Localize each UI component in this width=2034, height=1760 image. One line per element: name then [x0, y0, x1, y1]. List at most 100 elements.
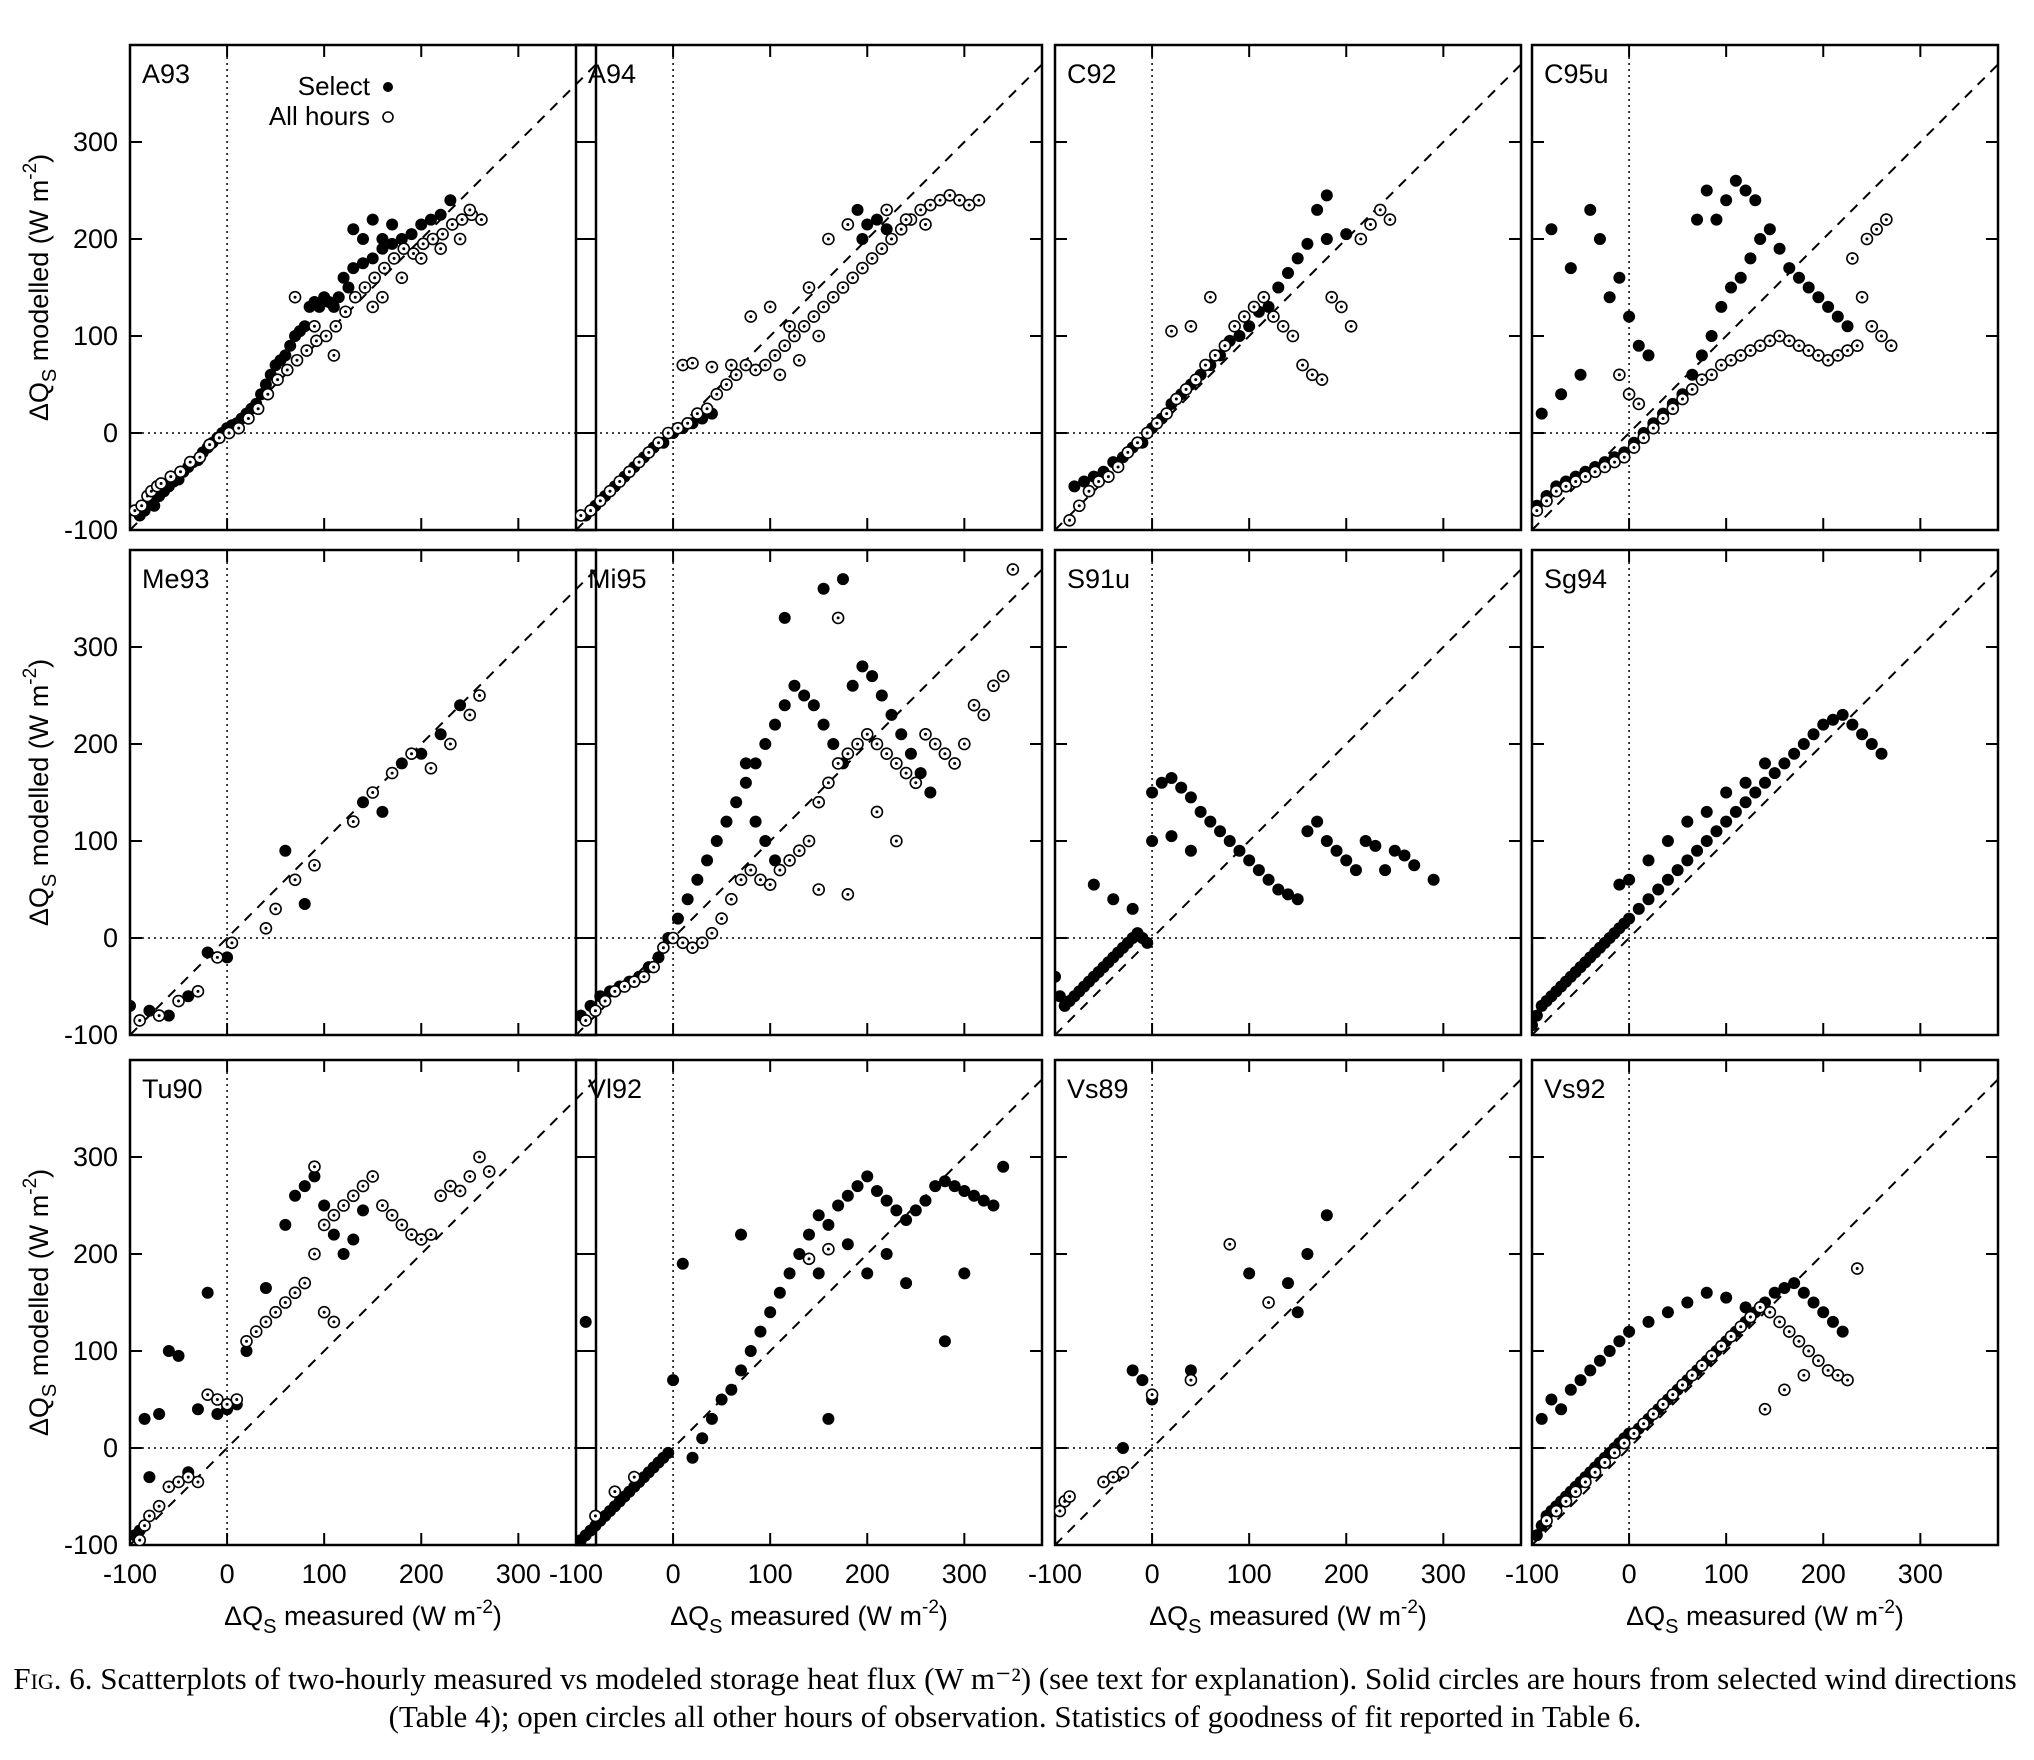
select-point [1632, 902, 1645, 915]
select-point [880, 1194, 893, 1207]
all-hours-point-center [817, 888, 821, 891]
select-point [1603, 291, 1616, 304]
all-hours-point-center [797, 358, 801, 362]
all-hours-point-center [1170, 329, 1173, 333]
select-point [298, 320, 311, 333]
all-hours-point-center [1642, 436, 1646, 440]
all-hours-point-center [429, 766, 433, 770]
all-hours-point-center [695, 412, 699, 416]
all-hours-point-center [1291, 334, 1295, 338]
points-group [130, 1150, 496, 1545]
select-point [1613, 271, 1626, 284]
all-hours-point-center [138, 1018, 142, 1022]
x-tick-label: 100 [748, 1559, 793, 1589]
all-hours-point-center [948, 193, 952, 197]
all-hours-point-center [1165, 412, 1169, 416]
select-point [812, 1209, 825, 1222]
select-point [337, 1248, 350, 1260]
select-point [347, 262, 360, 275]
select-point [1252, 864, 1265, 877]
all-hours-point-center [1836, 1373, 1840, 1377]
all-hours-point-center [1700, 1364, 1704, 1368]
select-point [754, 1325, 767, 1338]
all-hours-point-center [700, 941, 704, 945]
all-hours-point-center [133, 509, 137, 513]
x-axis-label: ΔQS measured (W m-2) [1626, 1597, 1904, 1638]
all-hours-point-center [826, 1247, 830, 1251]
select-point [172, 1349, 185, 1362]
all-hours-point-center [681, 363, 685, 367]
select-point [1555, 388, 1568, 401]
all-hours-point-center [1213, 353, 1217, 357]
all-hours-point-center [579, 513, 583, 517]
all-hours-point-center [206, 1393, 210, 1397]
select-point [1532, 1529, 1543, 1542]
scatter-panel-a94: A94 [574, 43, 1044, 532]
select-point [1532, 1019, 1538, 1032]
select-point [1759, 757, 1771, 770]
select-point [1623, 873, 1636, 886]
select-point [1686, 368, 1699, 381]
all-hours-point-center [1011, 567, 1015, 571]
all-hours-point-center [1617, 373, 1621, 377]
select-point [1165, 830, 1178, 843]
select-point [1408, 859, 1421, 872]
select-point [1826, 713, 1839, 726]
all-hours-point-center [1787, 1330, 1791, 1334]
select-point [1749, 786, 1762, 799]
select-point [279, 844, 292, 857]
select-point [1545, 1393, 1558, 1406]
all-hours-point-center [817, 334, 821, 338]
all-hours-point-center [178, 470, 182, 474]
all-hours-point-center [324, 334, 328, 338]
all-hours-point-center [266, 392, 270, 396]
select-point [968, 1189, 981, 1202]
select-point [720, 815, 733, 828]
select-point [1836, 708, 1849, 721]
legend-all-hours-label: All hours [269, 101, 370, 131]
all-hours-point-center [410, 752, 414, 756]
select-point [1623, 310, 1636, 323]
all-hours-point-center [1593, 470, 1597, 474]
all-hours-point-center [157, 1014, 161, 1018]
select-point [143, 1471, 156, 1484]
select-point [1349, 864, 1362, 877]
select-point [201, 946, 214, 959]
all-hours-point-center [1310, 373, 1314, 377]
all-hours-point-center [312, 1165, 316, 1169]
select-point [885, 708, 898, 721]
panel-frame [128, 43, 598, 532]
panel-frame [1530, 43, 2000, 532]
select-point [376, 805, 389, 818]
all-hours-point-center [836, 616, 840, 620]
all-hours-point-center [1826, 1368, 1830, 1372]
all-hours-point-center [1583, 475, 1587, 479]
all-hours-point-center [1719, 363, 1723, 367]
all-hours-point-center [1077, 504, 1081, 508]
select-point [1788, 1277, 1801, 1290]
select-point [1146, 835, 1159, 847]
all-hours-point-center [303, 1281, 307, 1285]
all-hours-point-center [1797, 1339, 1801, 1343]
all-hours-point-center [953, 761, 957, 765]
all-hours-point-center [890, 237, 894, 241]
select-point [284, 339, 297, 352]
all-hours-point-center [1748, 1315, 1752, 1319]
select-point [841, 1238, 854, 1251]
x-tick-label: 200 [1324, 1559, 1369, 1589]
select-point [715, 1393, 728, 1406]
points-group [1055, 1209, 1333, 1518]
all-hours-point-center [773, 353, 777, 357]
select-point [832, 1199, 845, 1212]
all-hours-point-center [1763, 1407, 1767, 1411]
all-hours-point-center [419, 256, 423, 260]
all-hours-point-center [157, 1504, 161, 1508]
all-hours-point-center [846, 892, 850, 896]
all-hours-point-center [652, 965, 656, 969]
all-hours-point-center [167, 1485, 171, 1489]
all-hours-point-center [962, 742, 966, 746]
select-point [1807, 728, 1820, 741]
all-hours-point-center [1836, 353, 1840, 357]
select-point [1831, 310, 1844, 323]
select-point [1243, 1267, 1256, 1280]
